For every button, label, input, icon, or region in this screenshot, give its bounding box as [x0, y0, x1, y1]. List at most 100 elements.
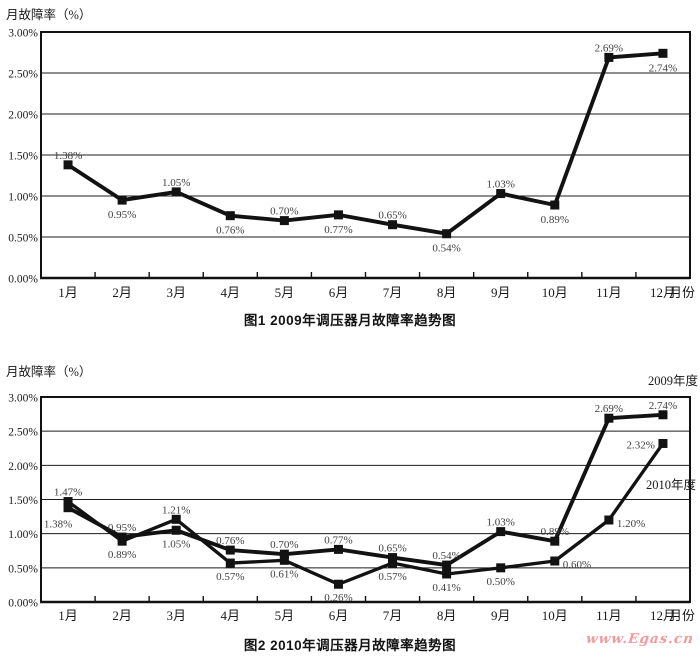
series-name-label: 2009年度 — [648, 373, 699, 388]
data-point-marker — [496, 189, 506, 199]
data-point-marker — [442, 560, 452, 570]
x-tick-label: 5月 — [275, 608, 295, 623]
data-point-label: 1.03% — [486, 179, 514, 191]
x-tick-label: 5月 — [275, 285, 295, 300]
data-point-label: 0.65% — [378, 543, 406, 555]
data-point-label: 0.57% — [378, 571, 406, 583]
x-tick-label: 12月 — [650, 285, 676, 300]
x-tick-label: 10月 — [542, 608, 568, 623]
data-point-marker — [388, 220, 398, 230]
data-point-marker — [604, 52, 614, 62]
chart1-caption: 图1 2009年调压器月故障率趋势图 — [243, 313, 457, 328]
data-point-label: 0.76% — [216, 535, 244, 547]
data-point-label: 0.89% — [541, 214, 569, 226]
x-tick-label: 3月 — [166, 608, 186, 623]
x-tick-label: 12月 — [650, 608, 676, 623]
data-point-label: 0.70% — [270, 206, 298, 218]
data-point-marker — [442, 569, 452, 579]
series-name-label: 2010年度 — [646, 477, 697, 492]
x-tick-label: 7月 — [383, 608, 403, 623]
data-point-marker — [658, 410, 668, 420]
y-tick-label: 0.00% — [8, 598, 38, 610]
data-point-marker — [279, 549, 289, 559]
y-tick-label: 0.00% — [8, 274, 38, 286]
data-point-marker — [550, 536, 560, 546]
data-point-label: 2.32% — [627, 439, 655, 451]
x-tick-label: 3月 — [166, 285, 186, 300]
data-point-label: 1.20% — [617, 518, 645, 530]
x-tick-label: 8月 — [437, 608, 457, 623]
data-point-label: 0.26% — [324, 592, 352, 604]
data-point-marker — [63, 503, 73, 513]
y-tick-label: 2.50% — [8, 69, 38, 81]
data-point-marker — [63, 160, 73, 170]
data-point-label: 0.57% — [216, 571, 244, 583]
y-tick-label: 0.50% — [8, 233, 38, 245]
data-point-marker — [658, 48, 668, 58]
y-tick-label: 1.00% — [8, 529, 38, 541]
x-tick-label: 2月 — [112, 608, 132, 623]
watermark: www.Egas.cn — [585, 631, 695, 647]
data-point-label: 0.70% — [270, 539, 298, 551]
x-tick-label: 4月 — [221, 285, 241, 300]
data-point-marker — [171, 514, 181, 524]
data-point-marker — [63, 497, 73, 507]
data-point-marker — [117, 536, 127, 546]
data-point-marker — [279, 555, 289, 565]
y-tick-label: 2.00% — [8, 461, 38, 473]
data-point-label: 2.74% — [649, 400, 677, 412]
data-point-label: 0.50% — [486, 576, 514, 588]
data-point-label: 2.74% — [649, 62, 677, 74]
data-point-label: 1.38% — [44, 519, 72, 531]
data-point-marker — [333, 210, 343, 220]
data-point-label: 0.61% — [270, 568, 298, 580]
data-point-label: 2.69% — [595, 403, 623, 415]
chart2-2010-vs-2009-failure-rate-line-chart: 3.00% 2.50% 2.00% 1.50% 1.00% 0.50% 0.00% 1月 2月 3… — [6, 364, 699, 623]
data-point-label: 1.03% — [486, 517, 514, 529]
y-axis-title: 月故障率（%） — [6, 364, 91, 379]
data-point-label: 1.05% — [162, 177, 190, 189]
data-point-marker — [225, 211, 235, 221]
data-point-label: 0.95% — [108, 209, 136, 221]
y-tick-label: 1.50% — [8, 151, 38, 163]
series-line-2009 — [66, 51, 664, 236]
y-tick-label: 1.50% — [8, 495, 38, 507]
y-tick-label: 2.50% — [8, 427, 38, 439]
data-point-marker — [225, 558, 235, 568]
data-point-marker — [279, 216, 289, 226]
data-point-marker — [604, 515, 614, 525]
x-tick-label: 1月 — [58, 285, 78, 300]
x-tick-label: 7月 — [383, 285, 403, 300]
data-point-marker — [550, 200, 560, 210]
data-point-label: 1.05% — [162, 538, 190, 550]
data-point-label: 0.76% — [216, 225, 244, 237]
x-tick-label: 1月 — [58, 608, 78, 623]
x-axis-unit-label: 月份 — [669, 285, 695, 300]
x-tick-label: 6月 — [329, 285, 349, 300]
data-point-marker — [171, 525, 181, 535]
data-point-marker — [333, 579, 343, 589]
x-tick-label: 4月 — [221, 608, 241, 623]
chart1-2009-failure-rate-line-chart: 3.00% 2.50% 2.00% 1.50% 1.00% 0.50% 0.00% 1月 2月 3… — [6, 7, 695, 300]
x-tick-label: 9月 — [491, 285, 511, 300]
x-axis-unit-label: 月份 — [669, 608, 695, 623]
data-point-marker — [388, 553, 398, 563]
data-point-label: 0.77% — [324, 534, 352, 546]
y-tick-label: 2.00% — [8, 110, 38, 122]
data-point-label: 0.54% — [432, 243, 460, 255]
x-tick-label: 2月 — [112, 285, 132, 300]
y-tick-label: 1.00% — [8, 192, 38, 204]
y-tick-label: 3.00% — [8, 28, 38, 40]
data-point-marker — [442, 229, 452, 239]
y-axis-title: 月故障率（%） — [6, 7, 91, 22]
data-point-label: 0.54% — [432, 550, 460, 562]
data-point-label: 0.60% — [563, 559, 591, 571]
data-point-label: 0.95% — [108, 522, 136, 534]
data-point-marker — [171, 187, 181, 197]
data-point-label: 0.41% — [432, 582, 460, 594]
data-point-marker — [604, 413, 614, 423]
x-tick-label: 11月 — [596, 608, 622, 623]
chart2-caption: 图2 2010年调压器月故障率趋势图 — [243, 638, 457, 653]
data-point-label: 1.47% — [54, 487, 82, 499]
